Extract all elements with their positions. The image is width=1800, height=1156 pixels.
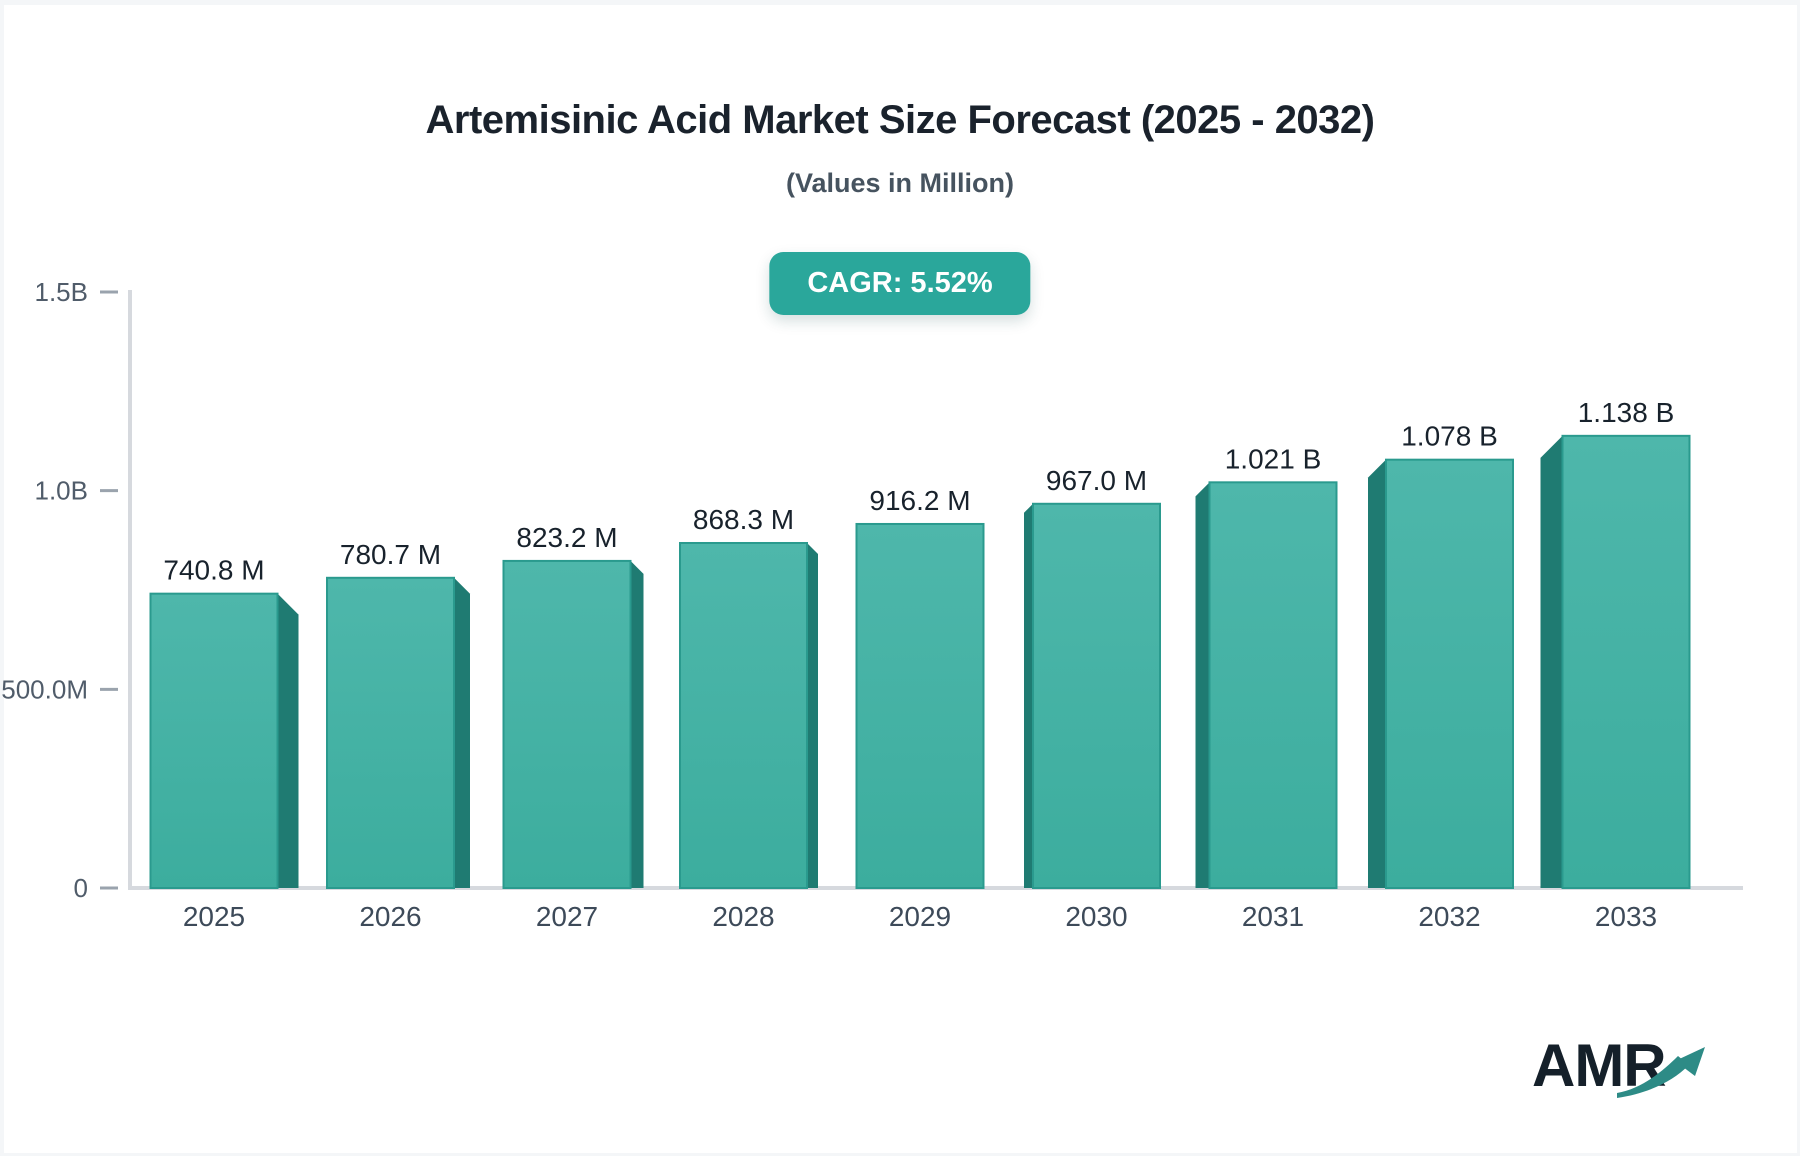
chart-title: Artemisinic Acid Market Size Forecast (2…	[425, 98, 1376, 142]
chart-subtitle: (Values in Million)	[785, 168, 1015, 198]
amr-logo: AMR	[1532, 1032, 1722, 1112]
cagr-badge-label: CAGR: 5.52%	[807, 267, 993, 299]
growth-arrow-icon	[1617, 1047, 1705, 1098]
cagr-badge: CAGR: 5.52%	[769, 252, 1031, 315]
